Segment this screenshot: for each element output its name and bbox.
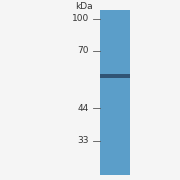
Text: kDa: kDa <box>75 3 93 12</box>
Text: 70: 70 <box>78 46 89 55</box>
Text: 100: 100 <box>72 14 89 23</box>
FancyBboxPatch shape <box>100 74 130 78</box>
FancyBboxPatch shape <box>100 10 130 175</box>
Text: 44: 44 <box>78 104 89 113</box>
Text: 33: 33 <box>78 136 89 145</box>
